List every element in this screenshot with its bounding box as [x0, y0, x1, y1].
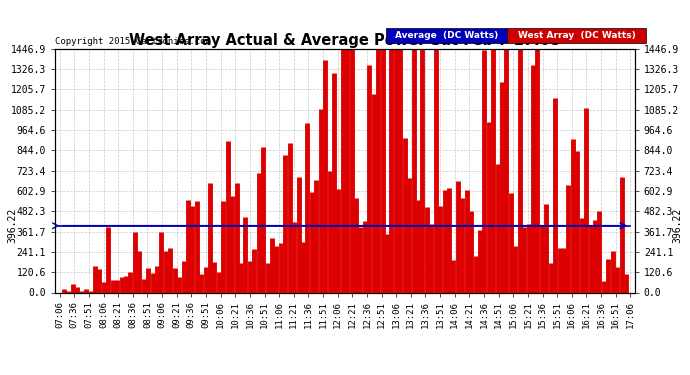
Text: Copyright 2015 Cartronics.com: Copyright 2015 Cartronics.com — [55, 38, 211, 46]
FancyBboxPatch shape — [386, 28, 507, 43]
Title: West Array Actual & Average Power Sat Feb 7 17:08: West Array Actual & Average Power Sat Fe… — [130, 33, 560, 48]
Text: Average  (DC Watts): Average (DC Watts) — [395, 31, 498, 40]
Text: 396.22: 396.22 — [8, 208, 17, 243]
FancyBboxPatch shape — [507, 28, 647, 43]
Text: West Array  (DC Watts): West Array (DC Watts) — [518, 31, 635, 40]
Text: 396.22: 396.22 — [673, 208, 682, 243]
